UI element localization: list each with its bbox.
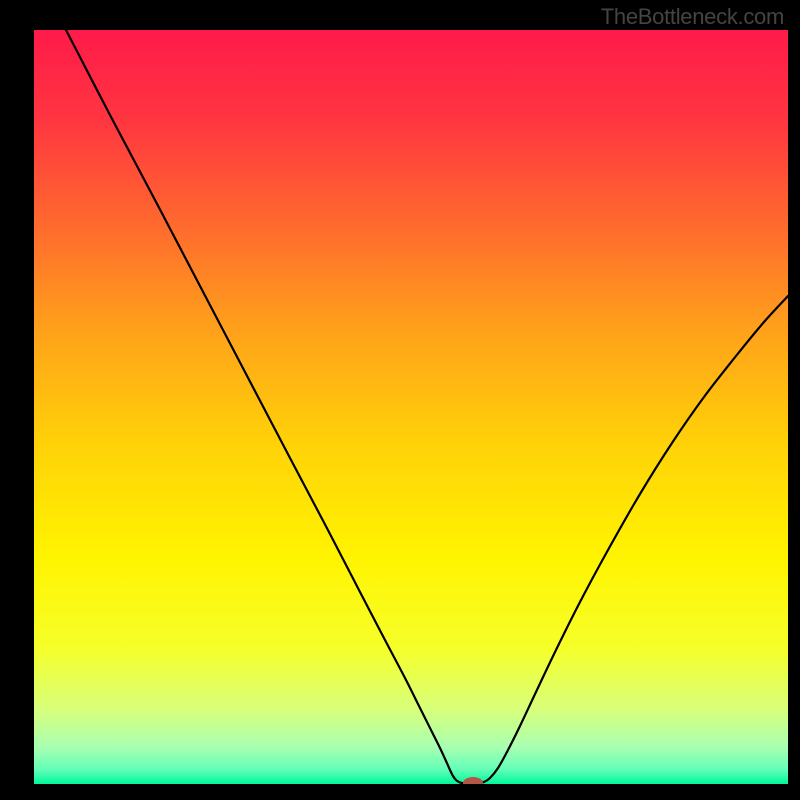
watermark-text: TheBottleneck.com — [601, 4, 784, 30]
plot-background — [34, 30, 788, 784]
optimum-marker — [463, 777, 483, 789]
bottleneck-curve-plot — [0, 0, 800, 800]
chart-container: TheBottleneck.com — [0, 0, 800, 800]
